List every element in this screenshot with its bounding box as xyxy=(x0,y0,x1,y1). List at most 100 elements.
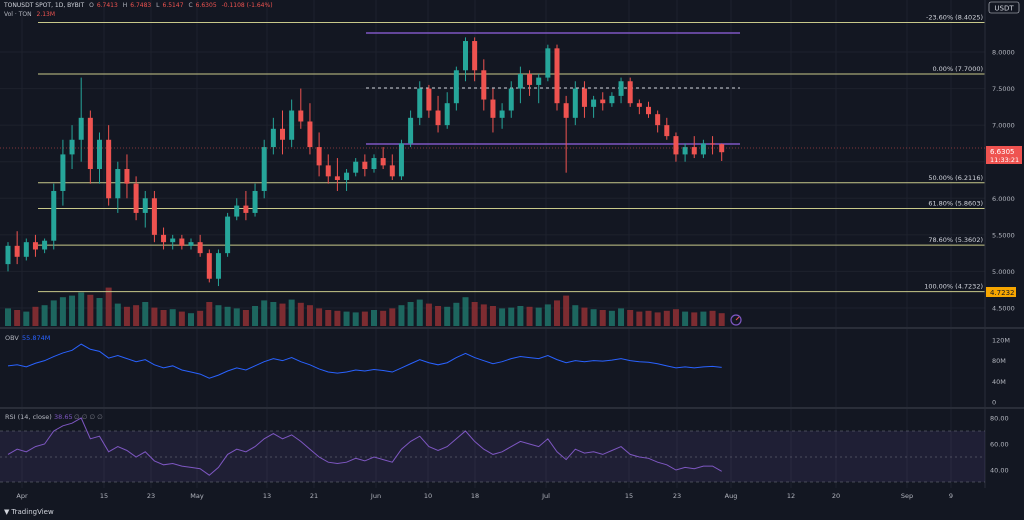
volume-bar xyxy=(563,295,570,326)
candle-body xyxy=(517,73,523,89)
candle-body xyxy=(646,106,651,115)
candle-body xyxy=(572,88,578,118)
volume-bar xyxy=(517,306,524,326)
candle-body xyxy=(161,234,167,243)
candle-body xyxy=(5,245,11,265)
candle-body xyxy=(197,242,203,254)
tradingview-logo[interactable]: ▼ TradingView xyxy=(4,508,54,516)
rsi-axis-label: 80.00 xyxy=(990,415,1009,423)
candle-body xyxy=(389,165,395,177)
volume-bar xyxy=(242,310,249,326)
candle-body xyxy=(298,110,304,122)
volume-bar xyxy=(5,308,11,326)
time-axis-label: Jul xyxy=(541,492,550,500)
candle-body xyxy=(325,165,331,177)
volume-bar xyxy=(69,295,76,326)
obv-axis[interactable]: 120M 80M 40M 0 xyxy=(992,337,1010,407)
candle-body xyxy=(170,238,176,243)
volume-bar xyxy=(252,306,259,326)
time-axis-label: 20 xyxy=(832,492,840,500)
rsi-extras: ∅ ∅ ∅ ∅ xyxy=(74,413,103,421)
candle-body xyxy=(508,88,514,111)
brand-label: TradingView xyxy=(11,508,54,516)
candle-body xyxy=(545,48,551,78)
obv-title[interactable]: OBV xyxy=(5,334,19,342)
time-axis-label: Jun xyxy=(370,492,381,500)
rsi-title[interactable]: RSI (14, close) xyxy=(5,413,52,421)
volume-bar xyxy=(407,302,414,326)
time-axis[interactable]: Apr 15 23 May 13 21 Jun 10 18 Jul 15 23 Aug 12 20 Sep 9 xyxy=(16,492,953,500)
volume-bar xyxy=(489,306,496,326)
volume-bar xyxy=(572,305,579,326)
rsi-axis[interactable]: 80.00 60.00 40.00 xyxy=(990,415,1009,475)
candle-body xyxy=(719,144,725,153)
volume-bar xyxy=(297,302,304,326)
obv-value: 55.874M xyxy=(22,334,50,342)
volume-bar xyxy=(87,294,94,326)
candle-body xyxy=(490,99,496,118)
volume-bar xyxy=(352,312,359,326)
candle-body xyxy=(563,103,569,118)
rsi-axis-label: 60.00 xyxy=(990,441,1009,449)
volume-value: 2.13M xyxy=(36,11,56,18)
low-value: 6.5147 xyxy=(162,2,184,9)
low-label: L xyxy=(156,2,160,9)
time-axis-label: 23 xyxy=(147,492,155,500)
volume-bar xyxy=(599,310,606,326)
time-axis-label: 13 xyxy=(263,492,271,500)
timezone-icon[interactable] xyxy=(730,314,742,326)
volume-bar xyxy=(105,287,112,326)
tradingview-icon: ▼ xyxy=(4,508,10,516)
volume-bar xyxy=(233,308,240,326)
volume-bar xyxy=(142,302,149,326)
price-axis-label: 7.5000 xyxy=(992,85,1015,93)
candle-body xyxy=(124,169,130,184)
footer-bar xyxy=(0,506,1024,520)
volume-bar xyxy=(188,313,194,326)
volume-bar xyxy=(306,305,313,326)
volume-bar xyxy=(645,310,652,326)
candle-body xyxy=(636,103,642,107)
candle-body xyxy=(609,95,615,104)
candle-body xyxy=(536,77,542,85)
volume-bar xyxy=(700,311,707,326)
volume-bar xyxy=(380,310,387,326)
volume-bar xyxy=(682,311,689,326)
volume-bar xyxy=(508,307,515,326)
volume-bar xyxy=(41,305,48,326)
candle-body xyxy=(142,198,148,213)
candle-body xyxy=(133,183,139,213)
timezone-icon-hand xyxy=(735,316,740,321)
candle-body xyxy=(710,143,716,145)
volume-label[interactable]: Vol · TON xyxy=(4,11,32,18)
price-axis-label: 6.0000 xyxy=(992,195,1015,203)
volume-bar xyxy=(499,308,506,326)
volume-bar xyxy=(23,311,30,326)
candle-body xyxy=(453,70,459,104)
header-row-1: TONUSDT SPOT, 1D, BYBIT O 6.7413 H 6.7483 … xyxy=(4,2,276,9)
candle-body xyxy=(106,139,112,199)
volume-bar xyxy=(444,306,451,326)
volume-bar xyxy=(361,311,368,326)
candle-body xyxy=(179,238,185,246)
volume-bar xyxy=(123,306,130,326)
volume-bar xyxy=(197,310,204,326)
volume-bar xyxy=(224,306,231,326)
candle-body xyxy=(618,81,624,96)
obv-axis-label: 0 xyxy=(992,399,996,407)
volume-bar xyxy=(608,310,615,326)
candle-body xyxy=(371,158,377,170)
rsi-axis-label: 40.00 xyxy=(990,467,1009,475)
candle-body xyxy=(334,176,340,180)
currency-badge[interactable]: USDT xyxy=(994,5,1014,13)
candlesticks xyxy=(5,37,725,287)
volume-bar xyxy=(288,299,295,326)
candle-body xyxy=(78,117,84,140)
obv-line xyxy=(7,343,722,379)
fibonacci-levels: -23.60% (8.4025) 0.00% (7.7000) 50.00% (6.… xyxy=(38,14,985,293)
symbol-label[interactable]: TONUSDT SPOT, 1D, BYBIT xyxy=(4,2,85,9)
candle-body xyxy=(23,242,29,257)
volume-bar xyxy=(618,308,625,326)
high-label: H xyxy=(122,2,128,9)
